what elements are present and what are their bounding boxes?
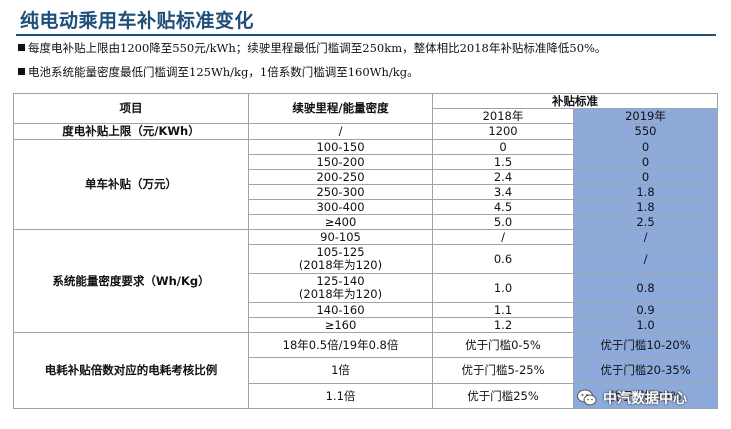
cell-range: 1.1倍	[248, 383, 433, 409]
range-value: 105-125	[316, 245, 365, 259]
cell-range: ≥160	[248, 317, 433, 333]
cell-2019: 0.9	[573, 302, 718, 318]
cell-2019: 0	[573, 169, 718, 185]
cell-range: 90-105	[248, 229, 433, 245]
bullet-square-icon	[18, 68, 25, 75]
range-value: 125-140	[316, 274, 365, 288]
subsidy-table: 项目 续驶里程/能量密度 补贴标准 2018年 2019年 度电补贴上限（元/K…	[13, 93, 718, 409]
cell-2018: 0.6	[432, 244, 574, 274]
cell-range: 1倍	[248, 357, 433, 384]
cell-2018: 优于门槛25%	[432, 383, 574, 409]
cell-2018: 优于门槛0-5%	[432, 332, 574, 358]
cell-2019: /	[573, 244, 718, 274]
range-note: (2018年为120)	[298, 287, 383, 301]
cell-range: 125-140 (2018年为120)	[248, 273, 433, 303]
row-label-density: 系统能量密度要求（Wh/Kg）	[13, 229, 249, 333]
cell-range: /	[248, 123, 433, 140]
bullet-item-1: 每度电补贴上限由1200降至550元/kWh；续驶里程最低门槛调至250km，整…	[18, 40, 606, 56]
cell-2018: /	[432, 229, 574, 245]
header-range: 续驶里程/能量密度	[248, 93, 433, 124]
cell-2019: 1.0	[573, 317, 718, 333]
cell-range: 140-160	[248, 302, 433, 318]
cell-range: 18年0.5倍/19年0.8倍	[248, 332, 433, 358]
cell-2018: 2.4	[432, 169, 574, 185]
cell-2018: 1200	[432, 123, 574, 140]
title-divider	[16, 34, 716, 36]
cell-range: ≥400	[248, 214, 433, 230]
cell-range: 150-200	[248, 154, 433, 170]
watermark: 中汽数据中心	[577, 388, 687, 408]
row-label-consumption: 电耗补贴倍数对应的电耗考核比例	[13, 332, 249, 409]
cell-2019: 优于门槛10-20%	[573, 332, 718, 358]
cell-range: 200-250	[248, 169, 433, 185]
cell-2018: 5.0	[432, 214, 574, 230]
cell-2019: 1.8	[573, 199, 718, 215]
bullet-text-1: 每度电补贴上限由1200降至550元/kWh；续驶里程最低门槛调至250km，整…	[28, 41, 607, 55]
cell-2018: 3.4	[432, 184, 574, 200]
cell-2019: 1.8	[573, 184, 718, 200]
cell-range: 105-125 (2018年为120)	[248, 244, 433, 274]
bullet-text-2: 电池系统能量密度最低门槛调至125Wh/kg，1倍系数门槛调至160Wh/kg。	[28, 65, 419, 79]
cell-2018: 1.2	[432, 317, 574, 333]
range-note: (2018年为120)	[298, 258, 383, 272]
cell-2018: 4.5	[432, 199, 574, 215]
cell-range: 250-300	[248, 184, 433, 200]
wechat-icon	[577, 389, 597, 407]
row-label-single: 单车补贴（万元）	[13, 139, 249, 230]
cell-2019: 优于门槛35%	[573, 383, 718, 409]
cell-2019: 2.5	[573, 214, 718, 230]
cell-2019: 优于门槛20-35%	[573, 357, 718, 384]
cell-2019: /	[573, 229, 718, 245]
cell-range: 100-150	[248, 139, 433, 155]
bullet-item-2: 电池系统能量密度最低门槛调至125Wh/kg，1倍系数门槛调至160Wh/kg。	[18, 64, 419, 80]
cell-2018: 优于门槛5-25%	[432, 357, 574, 384]
cell-2018: 0	[432, 139, 574, 155]
cell-2018: 1.1	[432, 302, 574, 318]
header-item: 项目	[13, 93, 249, 124]
watermark-text: 中汽数据中心	[603, 391, 687, 407]
cell-2019: 0	[573, 154, 718, 170]
cell-2019: 0	[573, 139, 718, 155]
cell-2018: 1.0	[432, 273, 574, 303]
header-standard: 补贴标准	[432, 93, 718, 109]
cell-2019: 550	[573, 123, 718, 140]
cell-2018: 1.5	[432, 154, 574, 170]
bullet-square-icon	[18, 44, 25, 51]
row-label-cap: 度电补贴上限（元/KWh）	[13, 123, 249, 140]
header-2018: 2018年	[432, 108, 574, 124]
cell-range: 300-400	[248, 199, 433, 215]
cell-2019: 0.8	[573, 273, 718, 303]
header-2019: 2019年	[573, 108, 718, 124]
page-title: 纯电动乘用车补贴标准变化	[20, 10, 255, 32]
